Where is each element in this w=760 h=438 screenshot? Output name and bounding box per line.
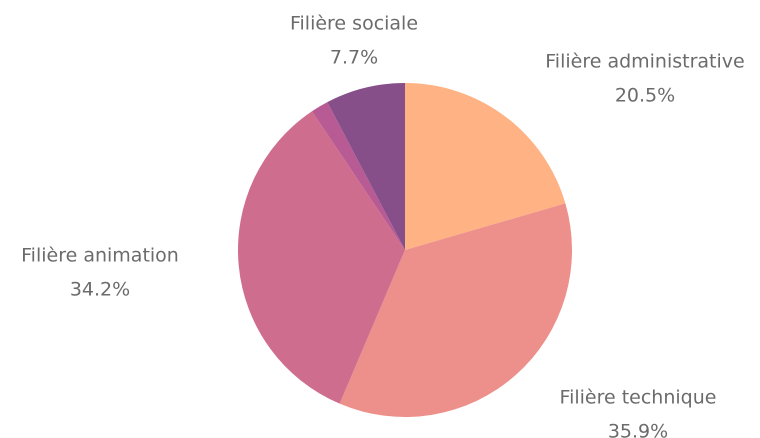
slice-label: Filière administrative bbox=[545, 51, 744, 73]
slice-value-label: 34.2% bbox=[70, 279, 130, 301]
pie-slice bbox=[405, 83, 566, 250]
slice-label: Filière technique bbox=[560, 387, 717, 409]
slice-label: Filière sociale bbox=[290, 13, 418, 35]
pie-slice bbox=[237, 111, 405, 404]
pie-slice bbox=[339, 203, 573, 418]
slice-value-label: 7.7% bbox=[330, 47, 378, 69]
pie-slice bbox=[312, 102, 405, 250]
slice-label: Filière animation bbox=[21, 245, 179, 267]
slice-value-label: 20.5% bbox=[615, 85, 675, 107]
slice-value-label: 35.9% bbox=[608, 421, 668, 438]
pie-slice bbox=[327, 83, 405, 250]
